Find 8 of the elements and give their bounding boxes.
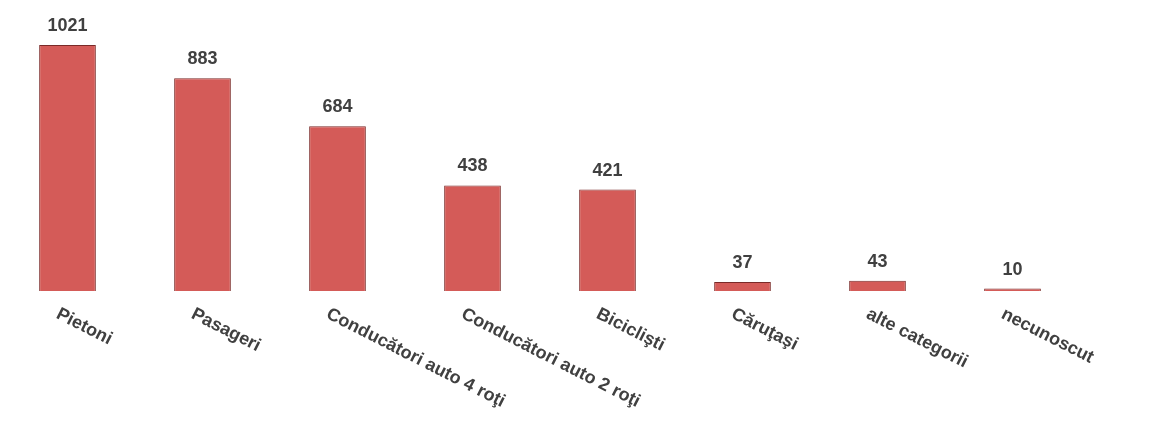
data-label: 10: [1002, 258, 1023, 279]
data-label: 883: [187, 48, 218, 69]
data-label: 1021: [47, 14, 88, 35]
data-label: 684: [322, 96, 353, 117]
data-label: 37: [732, 252, 753, 273]
data-label: 43: [867, 250, 888, 271]
data-label: 438: [457, 155, 488, 176]
data-label: 421: [592, 159, 623, 180]
